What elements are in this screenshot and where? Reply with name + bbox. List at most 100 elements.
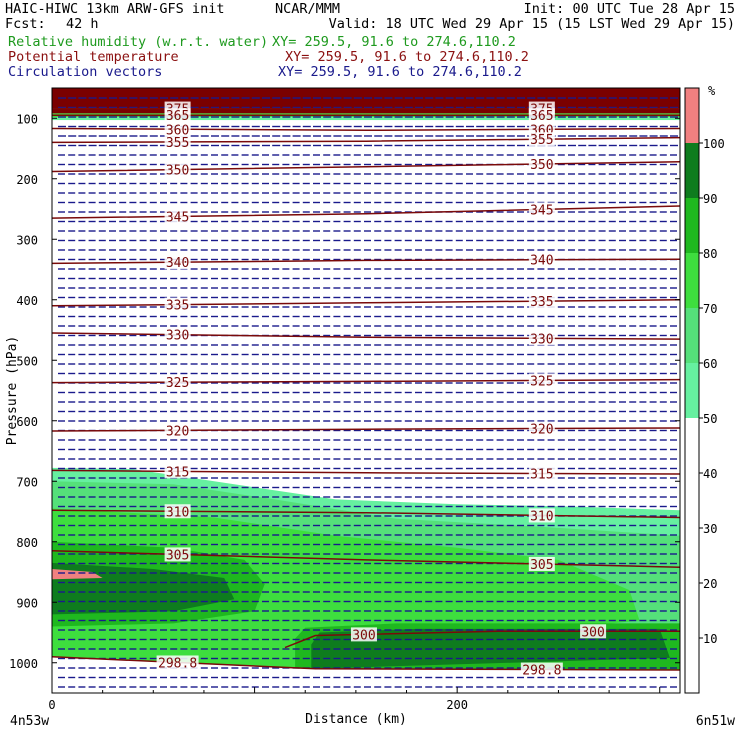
theta-contour-layer: 3753753653653603603553553503503453453403… (52, 101, 680, 679)
theta-label-bg (528, 421, 555, 436)
theta-contour (52, 427, 680, 432)
y-tick-label: 900 (16, 596, 38, 610)
theta-label-bg (528, 252, 555, 267)
colorbar-band (685, 308, 699, 363)
theta-contour (52, 127, 680, 132)
y-tick-label: 700 (16, 475, 38, 489)
y-tick-label: 500 (16, 354, 38, 368)
theta-label-bg (528, 331, 555, 346)
theta-label: 345 (530, 203, 553, 218)
colorbar-band (685, 88, 699, 143)
x-axis-label: Distance (km) (305, 712, 407, 727)
theta-label: 300 (352, 628, 375, 643)
theta-label: 320 (166, 424, 189, 439)
theta-label-bg (350, 627, 377, 642)
theta-label: 305 (166, 548, 189, 563)
colorbar-tick-label: 20 (703, 577, 717, 591)
theta-label: 350 (166, 164, 189, 179)
theta-contour (52, 550, 680, 568)
field-vector-xy: XY= 259.5, 91.6 to 274.6,110.2 (278, 64, 522, 80)
circulation-vector-layer (58, 97, 678, 688)
colorbar-tick-label: 80 (703, 247, 717, 261)
colorbar-tick-label: 100 (703, 137, 725, 151)
left-endpoint-label: 4n53w (10, 714, 49, 729)
theta-label-bg (156, 655, 199, 670)
field-theta-name: Potential temperature (8, 49, 179, 65)
theta-label: 335 (166, 299, 189, 314)
y-tick-label: 300 (16, 233, 38, 247)
theta-label: 355 (166, 136, 189, 151)
colorbar-frame (684, 87, 700, 694)
colorbar-band (685, 253, 699, 308)
field-theta-xy: XY= 259.5, 91.6 to 274.6,110.2 (285, 49, 529, 65)
x-tick-label: 200 (446, 698, 468, 712)
colorbar-tick-label: 10 (703, 632, 717, 646)
theta-label: 298.8 (158, 656, 197, 671)
y-tick-label: 1000 (9, 657, 38, 671)
theta-label-bg (528, 108, 555, 123)
valid-time: Valid: 18 UTC Wed 29 Apr 15 (15 LST Wed … (328, 16, 735, 32)
rh-fill-100 (52, 569, 103, 580)
colorbar-tick-label: 70 (703, 302, 717, 316)
theta-label-bg (164, 327, 191, 342)
theta-label: 345 (166, 210, 189, 225)
theta-label-bg (164, 547, 191, 562)
theta-label-bg (528, 373, 555, 388)
colorbar-band (685, 143, 699, 198)
theta-label: 315 (166, 465, 189, 480)
colorbar-tick-label: 40 (703, 467, 717, 481)
theta-label-bg (164, 297, 191, 312)
theta-label: 340 (530, 254, 553, 269)
axes-layer: 100 200 300 400 500 600 700 800 900 1000 0 200 Dista… (5, 112, 735, 729)
colorbar-tick-label: 60 (703, 357, 717, 371)
theta-contour (52, 136, 680, 144)
colorbar: 10 20 30 40 50 60 70 80 90 100% (684, 84, 725, 694)
theta-label: 330 (166, 329, 189, 344)
theta-label: 305 (530, 558, 553, 573)
y-tick-label: 600 (16, 415, 38, 429)
theta-label: 325 (530, 374, 553, 389)
theta-label-bg (164, 423, 191, 438)
theta-label: 330 (530, 332, 553, 347)
theta-label-bg (528, 202, 555, 217)
forecast-label: Fcst: (5, 16, 46, 32)
y-tick-label: 400 (16, 294, 38, 308)
theta-label-bg (528, 294, 555, 309)
forecast-hours: 42 h (66, 16, 99, 32)
theta-label-bg (164, 122, 191, 137)
theta-label-bg (164, 209, 191, 224)
colorbar-tick-label: 30 (703, 522, 717, 536)
theta-label: 335 (530, 295, 553, 310)
y-tick-label: 800 (16, 536, 38, 550)
colorbar-band (685, 363, 699, 418)
theta-contour (52, 299, 680, 307)
colorbar-tick-label: 90 (703, 192, 717, 206)
rh-top-band-light (52, 117, 680, 121)
theta-label: 310 (530, 509, 553, 524)
theta-label: 325 (166, 376, 189, 391)
theta-contour (52, 509, 680, 519)
theta-label-bg (580, 624, 607, 639)
theta-label-bg (528, 556, 555, 571)
theta-label: 300 (581, 625, 604, 640)
colorbar-band (685, 198, 699, 253)
theta-label-bg (164, 108, 191, 123)
org-title: NCAR/MMM (275, 1, 341, 17)
theta-label-bg (528, 156, 555, 171)
theta-label: 365 (166, 109, 189, 124)
theta-label: 298.8 (522, 664, 561, 679)
rh-top-cap (52, 88, 680, 114)
theta-label-bg (528, 508, 555, 523)
field-rh-xy: XY= 259.5, 91.6 to 274.6,110.2 (272, 34, 516, 50)
theta-contour (52, 332, 680, 340)
rh-below-ground (52, 656, 680, 693)
theta-label: 340 (166, 256, 189, 271)
theta-label: 365 (530, 109, 553, 124)
theta-contour (52, 469, 680, 475)
theta-contour (52, 161, 680, 173)
y-tick-label: 100 (16, 112, 38, 126)
theta-contour (52, 205, 680, 219)
field-vector-name: Circulation vectors (8, 64, 163, 80)
humidity-fill-layer (52, 88, 680, 693)
theta-label-bg (520, 662, 563, 677)
